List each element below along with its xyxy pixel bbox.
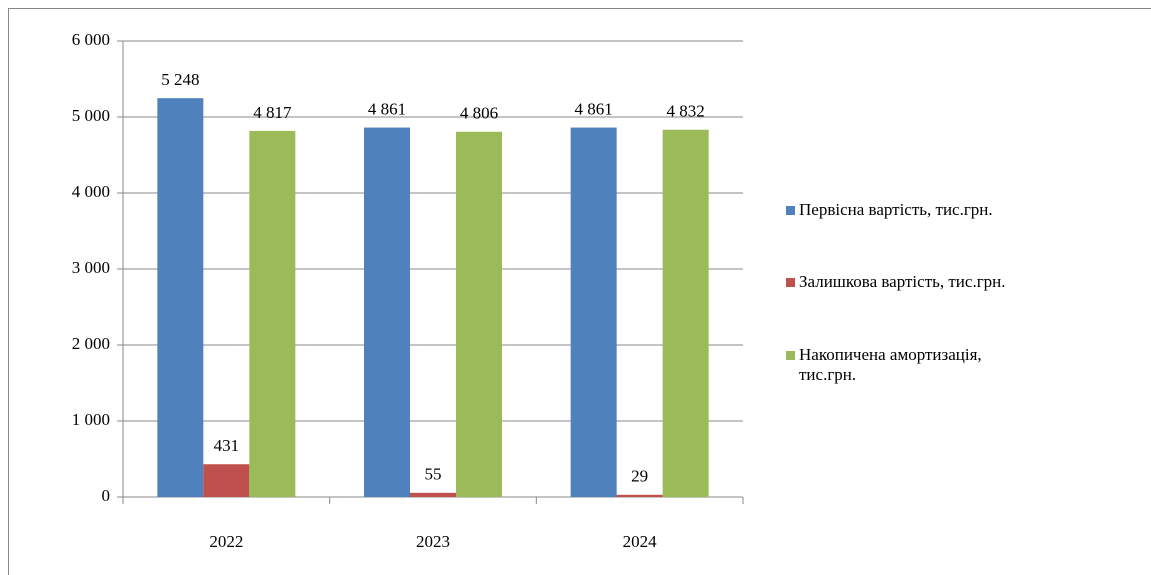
value-label: 4 817 [253,103,292,122]
legend-swatch [786,278,795,287]
bar [616,494,663,497]
chart-frame [8,8,1151,575]
bar [456,131,502,497]
value-label: 5 248 [161,70,199,89]
value-label: 4 861 [368,99,406,118]
x-tick-label: 2023 [416,532,450,551]
y-tick-label: 3 000 [72,258,110,277]
bar [249,130,296,497]
y-tick-label: 0 [102,486,111,505]
value-label: 29 [631,467,648,486]
value-label: 4 832 [667,102,705,121]
y-tick-label: 6 000 [72,30,110,49]
y-tick-label: 2 000 [72,334,110,353]
bar [203,464,250,497]
bar [662,129,709,497]
x-tick-label: 2024 [623,532,658,551]
x-tick-label: 2022 [209,532,243,551]
y-tick-label: 5 000 [72,106,110,125]
legend-label: Первісна вартість, тис.грн. [799,200,993,219]
bar [570,127,617,498]
legend-swatch [786,351,795,360]
value-label: 4 861 [575,99,613,118]
value-label: 55 [425,465,442,484]
bar [364,127,410,498]
bar [157,98,204,497]
value-label: 431 [214,436,240,455]
legend-item: Первісна вартість, тис.грн. [786,200,993,220]
legend-item: Залишкова вартість, тис.грн. [786,272,1006,292]
legend-label: Залишкова вартість, тис.грн. [799,272,1006,291]
y-tick-label: 1 000 [72,410,110,429]
value-label: 4 806 [460,104,498,123]
y-tick-label: 4 000 [72,182,110,201]
legend-swatch [786,206,795,215]
bar [410,492,456,497]
legend-label: Накопичена амортизація, тис.грн. [799,345,982,384]
legend-item: Накопичена амортизація, тис.грн. [786,345,1036,385]
